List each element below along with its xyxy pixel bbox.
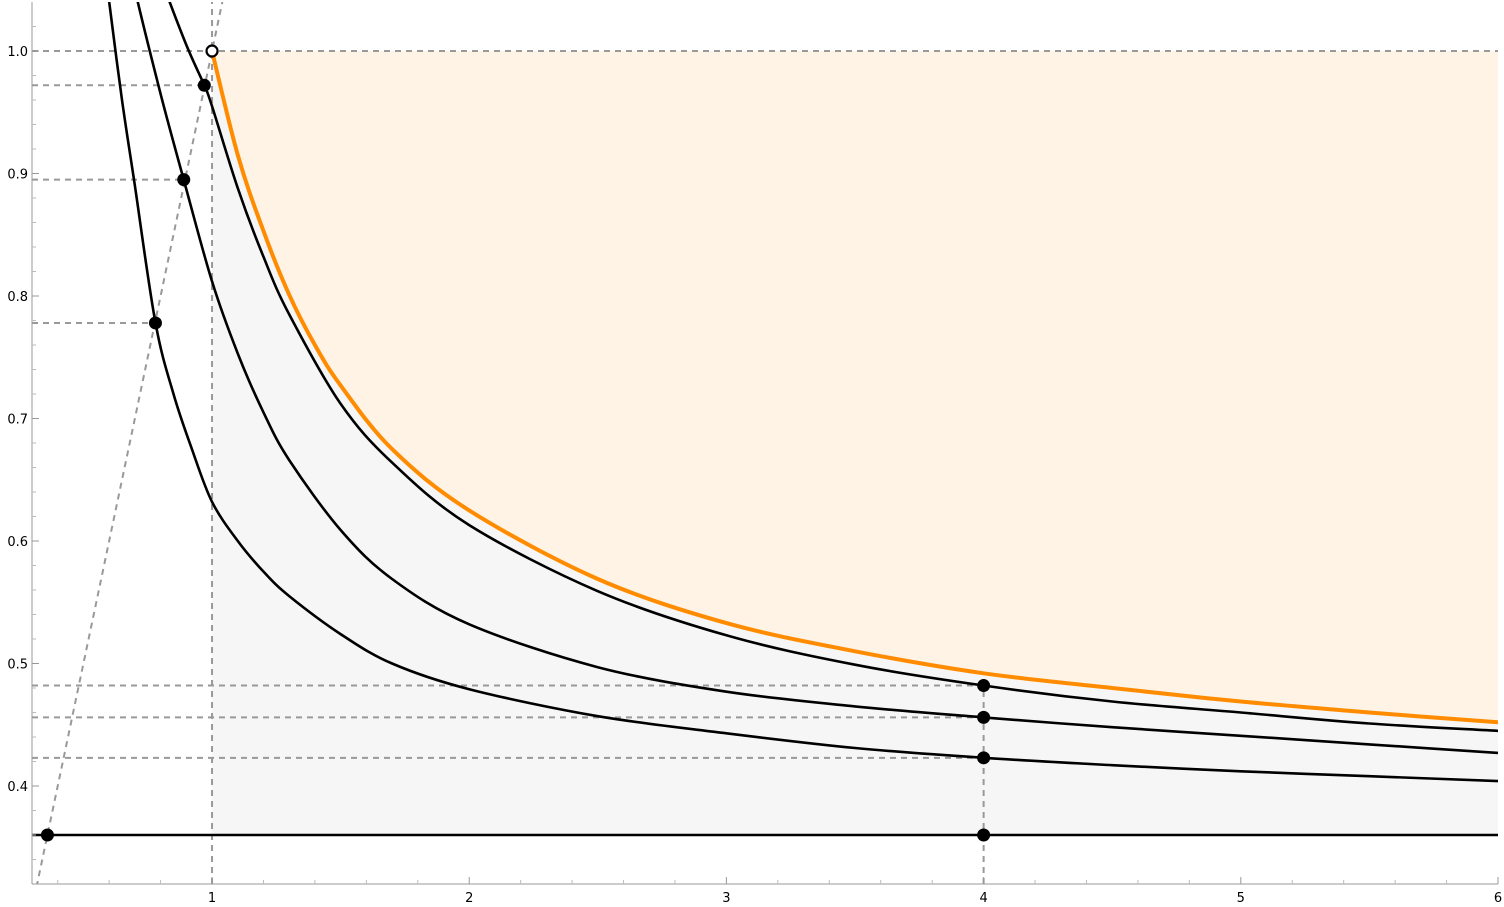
y-tick-label-0: 0.4 — [7, 780, 28, 795]
x-tick-label-3: 4 — [979, 891, 987, 906]
y-tick-label-2: 0.6 — [7, 535, 28, 550]
data-point-7 — [977, 751, 991, 765]
band-region — [212, 51, 1498, 782]
data-point-2 — [177, 173, 191, 187]
upper-region — [212, 51, 1498, 723]
x-tick-label-4: 5 — [1237, 891, 1245, 906]
guide-diagonal-0 — [36, 2, 224, 884]
y-tick-label-1: 0.5 — [7, 658, 28, 673]
data-point-8 — [977, 828, 991, 842]
x-tick-label-2: 3 — [722, 891, 730, 906]
series-line-1 — [168, 2, 1498, 733]
y-tick-label-6: 1.0 — [7, 45, 28, 60]
feasible-region — [212, 501, 1498, 835]
data-point-6 — [977, 710, 991, 724]
data-point-4 — [40, 828, 54, 842]
data-point-3 — [148, 316, 162, 330]
data-point-0 — [205, 44, 219, 58]
data-point-5 — [977, 679, 991, 693]
x-tick-label-0: 1 — [208, 891, 216, 906]
y-tick-label-5: 0.9 — [7, 168, 28, 183]
series-line-0 — [210, 50, 1498, 725]
y-tick-label-3: 0.7 — [7, 413, 28, 428]
y-tick-label-4: 0.8 — [7, 290, 28, 305]
x-tick-label-1: 2 — [465, 891, 473, 906]
series-line-3 — [107, 2, 1498, 783]
x-tick-label-5: 6 — [1494, 891, 1502, 906]
data-point-1 — [197, 78, 211, 92]
series-line-2 — [136, 2, 1498, 755]
